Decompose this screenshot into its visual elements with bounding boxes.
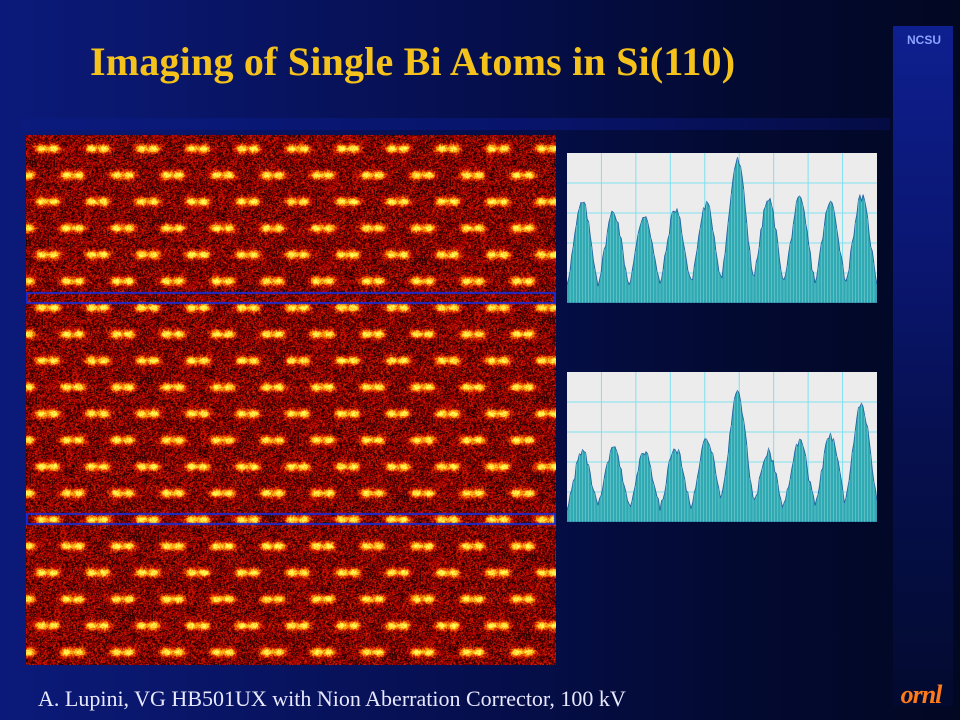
slide-caption: A. Lupini, VG HB501UX with Nion Aberrati…: [38, 686, 626, 711]
slide-title: Imaging of Single Bi Atoms in Si(110): [90, 39, 736, 84]
intensity-profile-2: [567, 372, 877, 522]
title-divider: [20, 118, 890, 130]
ncsu-logo: NCSU: [906, 33, 941, 47]
ornl-logo: ornl: [900, 680, 943, 709]
intensity-profile-1: [567, 153, 877, 303]
sidebar-bar: [893, 26, 953, 706]
stem-image: [26, 135, 556, 665]
